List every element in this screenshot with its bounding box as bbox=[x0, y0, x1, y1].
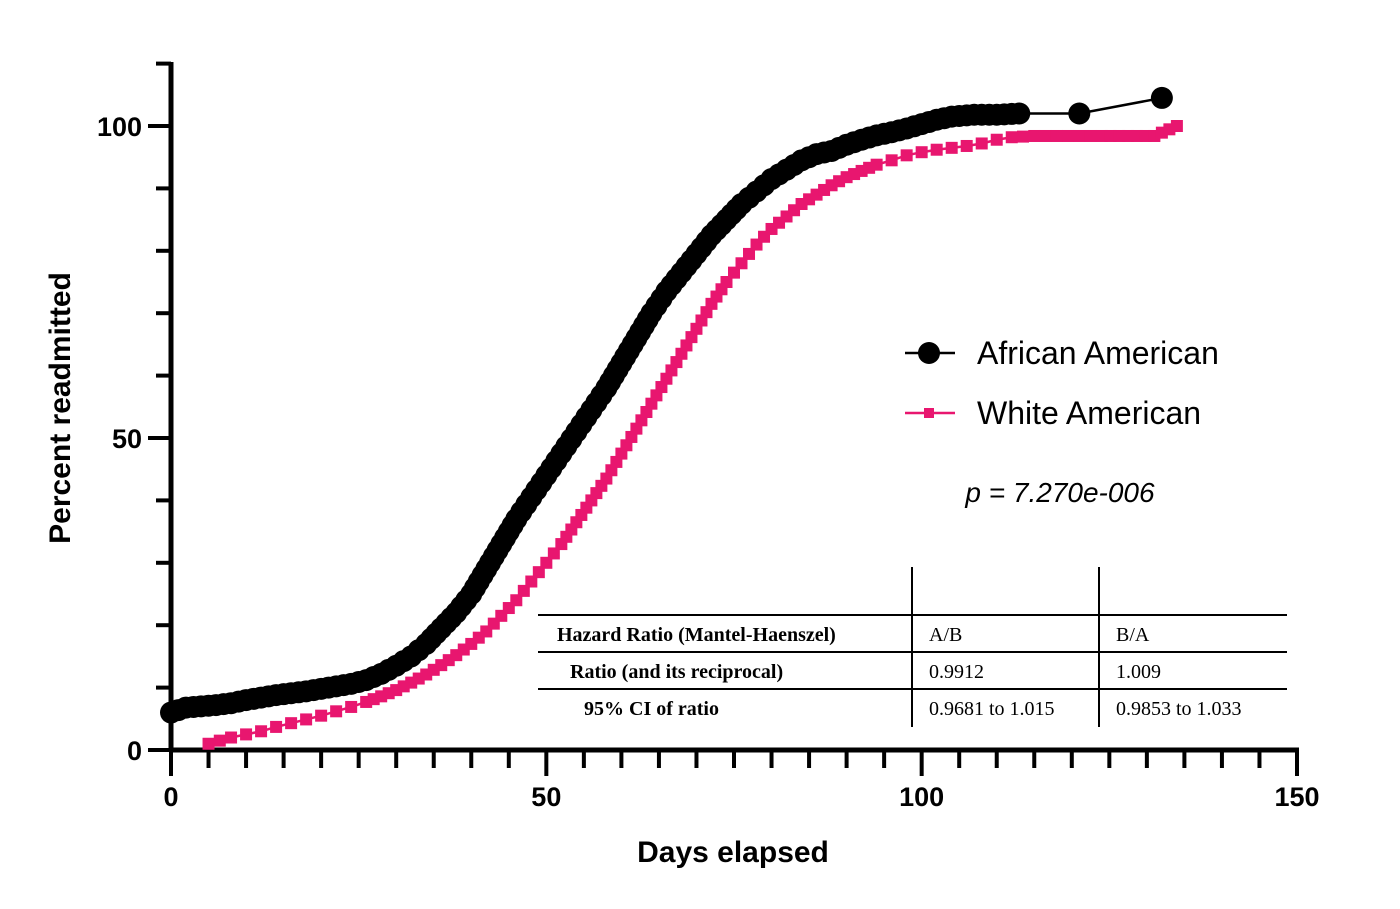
series-african-american bbox=[160, 86, 1173, 724]
data-point bbox=[330, 705, 343, 718]
y-axis-ticks: 0 50 100 bbox=[97, 61, 171, 766]
x-tick-label: 50 bbox=[531, 782, 561, 812]
table-row-ci-ba: 0.9853 to 1.033 bbox=[1116, 698, 1242, 720]
marker bbox=[213, 734, 226, 747]
hazard-ratio-table: Hazard Ratio (Mantel-Haenszel) A/B B/A R… bbox=[538, 567, 1287, 727]
marker bbox=[743, 247, 756, 260]
data-point bbox=[1028, 129, 1041, 142]
marker bbox=[547, 547, 560, 560]
data-point bbox=[540, 556, 553, 569]
data-point bbox=[1068, 102, 1091, 125]
table-header-label: Hazard Ratio (Mantel-Haenszel) bbox=[557, 624, 836, 646]
x-tick-label: 100 bbox=[899, 782, 944, 812]
legend-item-african-american: African American bbox=[905, 335, 1219, 371]
x-axis-ticks: 0 50 100 150 bbox=[163, 750, 1320, 812]
data-point bbox=[930, 143, 943, 156]
data-point bbox=[345, 700, 358, 713]
table-row-ci-label: 95% CI of ratio bbox=[584, 698, 719, 720]
data-point bbox=[525, 575, 538, 588]
data-point bbox=[225, 731, 238, 744]
data-point bbox=[960, 139, 973, 152]
data-point bbox=[1150, 86, 1173, 109]
marker bbox=[1084, 129, 1097, 142]
marker bbox=[532, 566, 545, 579]
table-header-ab: A/B bbox=[929, 624, 962, 646]
data-point bbox=[870, 158, 883, 171]
data-point bbox=[240, 728, 253, 741]
y-tick-label: 0 bbox=[127, 736, 142, 766]
data-point bbox=[300, 713, 313, 726]
series-white-american bbox=[202, 120, 1183, 750]
legend-label-african-american: African American bbox=[977, 335, 1219, 371]
data-point bbox=[1073, 129, 1086, 142]
data-point bbox=[720, 276, 733, 288]
p-value-annotation: p = 7.270e-006 bbox=[964, 477, 1155, 508]
data-point bbox=[990, 133, 1003, 146]
data-point bbox=[900, 149, 913, 162]
data-point bbox=[510, 594, 523, 607]
data-point bbox=[975, 137, 988, 150]
x-tick-label: 150 bbox=[1274, 782, 1319, 812]
data-point bbox=[285, 717, 298, 730]
data-point bbox=[255, 725, 268, 738]
data-point bbox=[945, 141, 958, 154]
marker bbox=[1062, 129, 1075, 142]
y-tick-label: 50 bbox=[112, 424, 142, 454]
marker bbox=[575, 508, 588, 521]
data-point bbox=[202, 737, 215, 750]
table-row-ratio-ab: 0.9912 bbox=[929, 661, 984, 683]
legend: African American White American bbox=[905, 335, 1219, 431]
data-point bbox=[735, 257, 748, 270]
y-axis: 0 50 100 bbox=[97, 61, 174, 766]
data-point bbox=[1005, 131, 1018, 144]
legend-item-white-american: White American bbox=[905, 395, 1201, 431]
x-tick-label: 0 bbox=[163, 782, 178, 812]
marker bbox=[1017, 130, 1030, 143]
series-layer bbox=[160, 86, 1183, 750]
data-point bbox=[270, 720, 283, 733]
data-point bbox=[885, 154, 898, 167]
data-point bbox=[1008, 102, 1031, 125]
marker bbox=[517, 584, 530, 597]
x-axis-title: Days elapsed bbox=[637, 836, 829, 869]
y-tick-label: 100 bbox=[97, 112, 142, 142]
legend-label-white-american: White American bbox=[977, 395, 1201, 431]
table-row-ci-ab: 0.9681 to 1.015 bbox=[929, 698, 1055, 720]
legend-marker-square bbox=[924, 408, 934, 418]
table-row-ratio-label: Ratio (and its reciprocal) bbox=[570, 661, 783, 683]
marker bbox=[1039, 129, 1052, 142]
y-axis-title: Percent readmitted bbox=[44, 272, 77, 544]
data-point bbox=[1050, 129, 1063, 142]
data-point bbox=[1170, 120, 1183, 132]
x-axis: 0 50 100 150 bbox=[163, 747, 1320, 812]
legend-marker-circle bbox=[918, 342, 940, 364]
marker bbox=[728, 266, 740, 279]
data-point bbox=[315, 709, 328, 722]
data-point bbox=[915, 146, 928, 159]
table-header-ba: B/A bbox=[1116, 624, 1150, 646]
table-row-ratio-ba: 1.009 bbox=[1116, 661, 1161, 683]
